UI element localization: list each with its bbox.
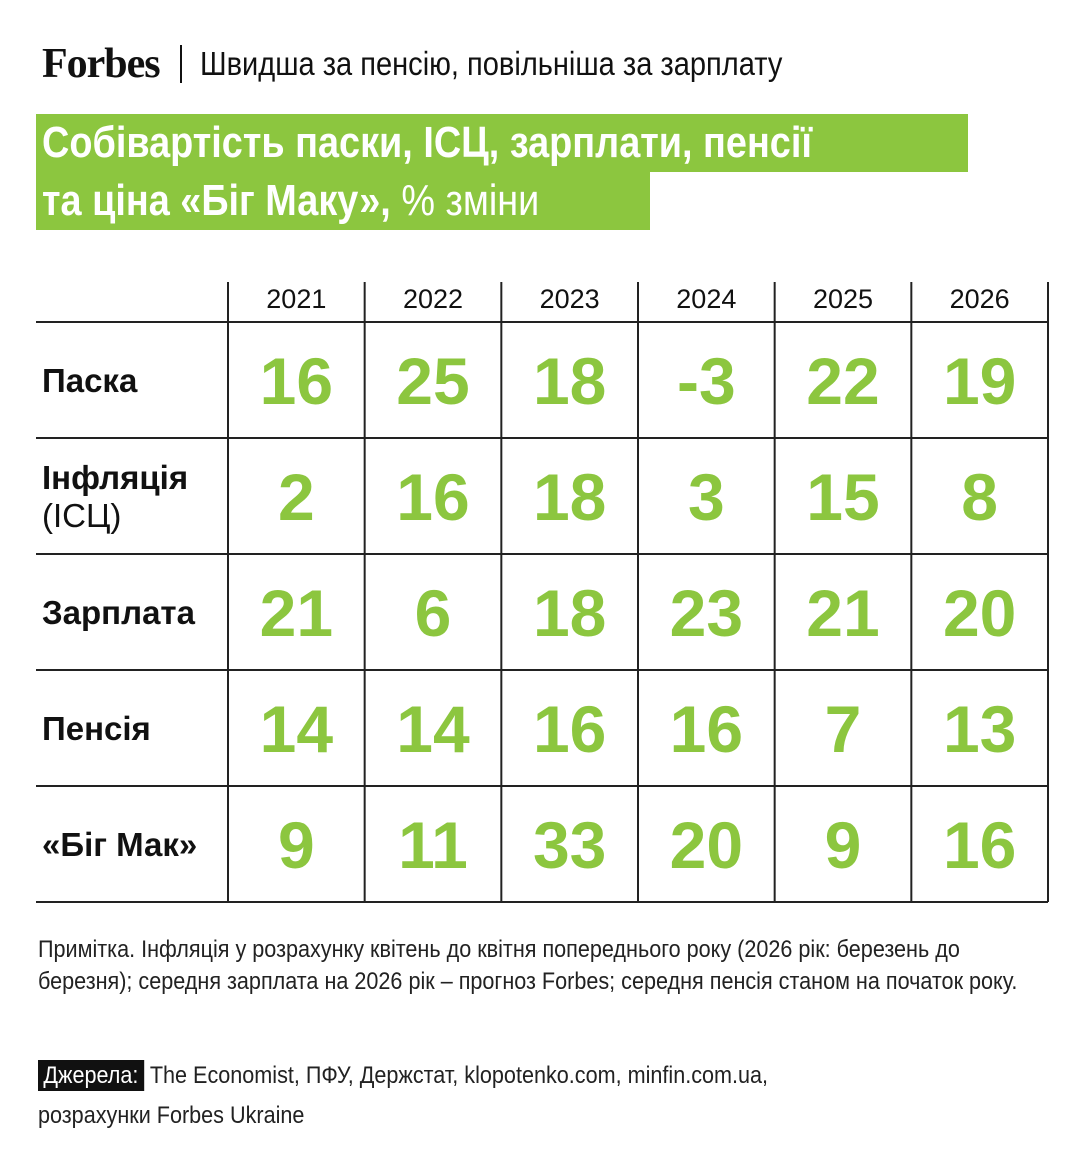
table-cell-value: 13 <box>943 692 1016 766</box>
table-cell-value: 18 <box>533 576 606 650</box>
table-cell-value: 6 <box>415 576 452 650</box>
table-cell-value: 21 <box>806 576 879 650</box>
table-cell-value: 25 <box>396 344 469 418</box>
table-cell-value: 3 <box>688 460 725 534</box>
year-header: 2022 <box>403 284 463 314</box>
sources-line-1: The Economist, ПФУ, Держстат, klopotenko… <box>143 1062 769 1089</box>
table-cell-value: 9 <box>825 808 862 882</box>
footnote: Примітка. Інфляція у розрахунку квітень … <box>38 934 1038 998</box>
table-cell-value: 7 <box>825 692 862 766</box>
table-cell-value: 33 <box>533 808 606 882</box>
table-cell-value: 20 <box>943 576 1016 650</box>
footnote-text: Примітка. Інфляція у розрахунку квітень … <box>38 936 1018 995</box>
chart-title-line-1: Собівартість паски, ІСЦ, зарплати, пенсі… <box>36 114 968 172</box>
sources-label: Джерела: <box>38 1060 144 1091</box>
row-label: (ІСЦ) <box>42 497 121 534</box>
table-cell-value: 23 <box>670 576 743 650</box>
row-label: Інфляція <box>42 459 188 496</box>
year-header: 2024 <box>676 284 736 314</box>
row-label: Пенсія <box>42 710 151 747</box>
table-cell-value: 11 <box>398 808 468 882</box>
header-divider <box>179 45 182 83</box>
year-header: 2025 <box>813 284 873 314</box>
table-cell-value: 21 <box>260 576 333 650</box>
table-cell-value: 22 <box>806 344 879 418</box>
chart-title-line-2: та ціна «Біг Маку», % зміни <box>36 172 650 230</box>
table-cell-value: 16 <box>943 808 1016 882</box>
table-cell-value: 14 <box>260 692 334 766</box>
table-cell-value: 9 <box>278 808 315 882</box>
table-cell-value: 16 <box>670 692 743 766</box>
year-header: 2026 <box>950 284 1010 314</box>
table-cell-value: 19 <box>943 344 1016 418</box>
header: Forbes Швидша за пенсію, повільніша за з… <box>42 36 861 92</box>
table-cell-value: -3 <box>677 344 736 418</box>
row-label: Зарплата <box>42 594 196 631</box>
table-cell-value: 15 <box>806 460 879 534</box>
table-cell-value: 16 <box>396 460 469 534</box>
chart-title-main: та ціна «Біг Маку», <box>42 176 402 225</box>
table-cell-value: 16 <box>533 692 606 766</box>
table-cell-value: 20 <box>670 808 743 882</box>
row-label: Паска <box>42 362 138 399</box>
year-header: 2021 <box>266 284 326 314</box>
header-subtitle: Швидша за пенсію, повільніша за зарплату <box>199 45 783 82</box>
table-cell-value: 18 <box>533 344 606 418</box>
table-cell-value: 2 <box>278 460 315 534</box>
chart-title-unit: % зміни <box>401 176 540 225</box>
forbes-logo: Forbes <box>42 41 161 87</box>
sources-line-2: розрахунки Forbes Ukraine <box>38 1102 305 1129</box>
sources: Джерела: The Economist, ПФУ, Держстат, k… <box>38 1056 849 1136</box>
table-cell-value: 18 <box>533 460 606 534</box>
table-cell-value: 14 <box>396 692 470 766</box>
row-label: «Біг Мак» <box>42 826 197 863</box>
year-header: 2023 <box>540 284 600 314</box>
table-cell-value: 8 <box>961 460 998 534</box>
table-cell-value: 16 <box>260 344 333 418</box>
